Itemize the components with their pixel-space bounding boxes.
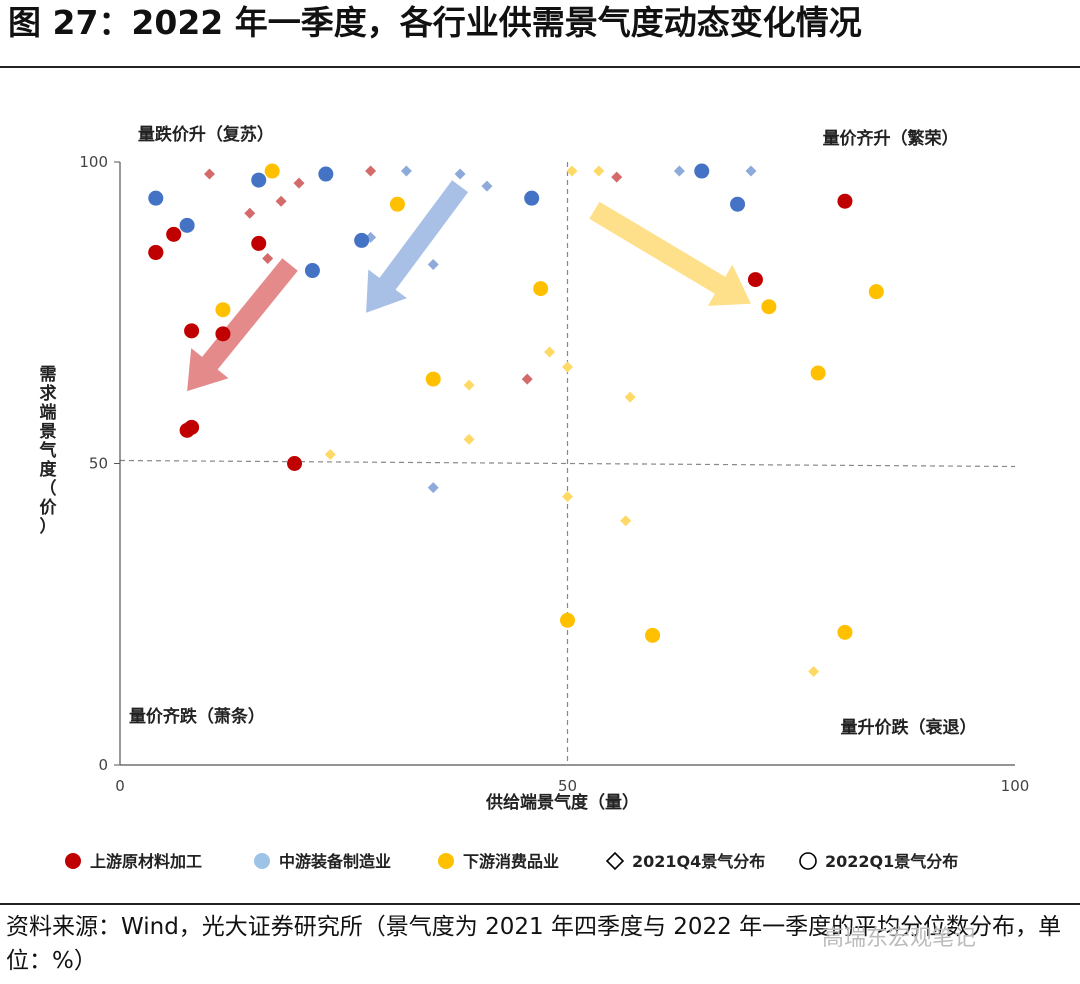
- legend-item-1-marker: [65, 853, 81, 869]
- x-tick-label: 0: [115, 777, 125, 795]
- quadrant-labels: 量跌价升（复苏） 量价齐升（繁荣） 量价齐跌（萧条） 量升价跌（衰退）: [129, 124, 977, 738]
- legend-item-1: 上游原材料加工: [65, 852, 202, 871]
- point-2021Q4-1: [204, 168, 215, 180]
- quadrant-label-bottom-right: 量升价跌（衰退）: [840, 717, 976, 738]
- point-2022Q1-1: [264, 163, 280, 179]
- point-2022Q1-6: [304, 263, 320, 279]
- point-2021Q4-8: [611, 171, 623, 183]
- point-2021Q4-3: [544, 346, 556, 358]
- y-axis-label: 需求端景气度（价）: [39, 365, 58, 537]
- scatter-chart: 0 50 100 0 50 100 量跌价升（复苏） 量价齐升（繁荣） 量价齐跌（萧条） 量升价…: [39, 124, 1030, 871]
- point-2022Q1-4: [425, 371, 441, 387]
- quadrant-label-top-right: 量价齐升（繁荣）: [823, 128, 959, 149]
- point-2022Q1-5: [533, 281, 549, 297]
- legend-item-1-label: 上游原材料加工: [90, 852, 202, 871]
- quadrant-label-bottom-left: 量价齐跌（萧条）: [129, 706, 265, 727]
- legend-item-5-marker: [799, 852, 817, 870]
- point-2021Q4-8: [324, 448, 336, 460]
- point-2021Q4-4: [293, 177, 305, 189]
- point-2021Q4-7: [521, 373, 533, 385]
- point-2021Q4-10: [620, 515, 632, 527]
- legend: 上游原材料加工 中游装备制造业 下游消费品业 2021Q4景气分布 2022Q1景气分布: [65, 851, 958, 871]
- point-2021Q4-8: [745, 165, 757, 177]
- y-tick-label: 0: [98, 756, 108, 774]
- top-rule: [0, 66, 1080, 68]
- legend-item-2: 中游装备制造业: [254, 852, 391, 871]
- point-2022Q1-4: [318, 166, 334, 182]
- point-2021Q4-4: [562, 361, 573, 373]
- point-2022Q1-5: [354, 232, 370, 248]
- point-2022Q1-7: [148, 244, 164, 260]
- point-2022Q1-11: [837, 624, 853, 640]
- point-2021Q4-2: [593, 165, 605, 177]
- point-2022Q1-11: [837, 193, 853, 209]
- point-2021Q4-5: [365, 165, 377, 177]
- reference-lines: [119, 162, 1016, 765]
- point-2021Q4-2: [454, 168, 466, 180]
- point-2022Q1-3: [389, 196, 405, 212]
- axis-labels: 供给端景气度（量） 需求端景气度（价）: [39, 365, 640, 813]
- quadrant-label-top-left: 量跌价升（复苏）: [138, 124, 274, 145]
- bottom-rule: [0, 903, 1080, 905]
- point-2021Q4-6: [262, 252, 274, 264]
- trend-arrow-1: [187, 258, 298, 392]
- legend-item-4-label: 2021Q4景气分布: [632, 852, 765, 871]
- point-2022Q1-7: [524, 190, 540, 206]
- point-2022Q1-9: [730, 196, 746, 212]
- source-note: 资料来源：Wind，光大证券研究所（景气度为 2021 年四季度与 2022 年…: [6, 914, 1062, 974]
- x-tick-label: 100: [1001, 777, 1030, 795]
- legend-item-4-marker: [605, 851, 625, 871]
- y-tick-label: 50: [89, 455, 108, 473]
- point-2022Q1-2: [166, 226, 182, 242]
- point-2022Q1-8: [761, 299, 777, 315]
- point-2022Q1-9: [810, 365, 826, 381]
- point-2022Q1-6: [560, 612, 575, 628]
- point-2021Q4-7: [673, 165, 685, 177]
- legend-item-3: 下游消费品业: [438, 852, 559, 871]
- point-2021Q4-6: [463, 433, 475, 445]
- point-2022Q1-6: [251, 235, 267, 251]
- trend-arrow-2: [366, 180, 469, 313]
- point-2022Q1-2: [179, 217, 195, 233]
- point-2021Q4-1: [400, 165, 412, 177]
- x-axis-label: 供给端景气度（量）: [485, 792, 639, 813]
- point-2021Q4-9: [562, 491, 573, 503]
- point-2022Q1-10: [747, 272, 763, 288]
- point-2021Q4-6: [427, 482, 439, 494]
- point-2022Q1-5: [215, 326, 231, 342]
- point-2022Q1-3: [184, 323, 200, 339]
- point-2021Q4-7: [624, 391, 636, 403]
- tick-labels: 0 50 100 0 50 100: [79, 153, 1029, 795]
- legend-item-5: 2022Q1景气分布: [799, 852, 958, 871]
- point-2021Q4-3: [481, 180, 493, 192]
- legend-item-2-label: 中游装备制造业: [279, 852, 391, 871]
- trend-arrow-3: [589, 201, 751, 306]
- data-points: [148, 163, 884, 678]
- trend-arrows: [187, 180, 751, 392]
- point-2022Q1-1: [148, 190, 164, 206]
- legend-item-3-marker: [438, 853, 454, 869]
- point-2021Q4-5: [463, 379, 475, 391]
- point-2022Q1-2: [215, 302, 231, 318]
- point-2022Q1-8: [694, 163, 710, 179]
- point-2021Q4-1: [566, 165, 578, 177]
- point-2021Q4-11: [808, 666, 820, 678]
- point-2022Q1-9: [287, 456, 303, 471]
- watermark: 高瑞东宏观笔记: [822, 926, 977, 951]
- x-tick-label: 50: [558, 777, 577, 795]
- point-2021Q4-3: [275, 195, 287, 207]
- y-tick-label: 100: [79, 153, 108, 171]
- figure-title: 图 27：2022 年一季度，各行业供需景气度动态变化情况: [8, 3, 862, 42]
- legend-item-5-label: 2022Q1景气分布: [825, 852, 958, 871]
- point-2022Q1-10: [868, 284, 884, 300]
- point-2022Q1-8: [179, 422, 195, 438]
- legend-item-4: 2021Q4景气分布: [605, 851, 765, 871]
- point-2022Q1-3: [251, 172, 267, 188]
- point-2022Q1-7: [645, 627, 661, 643]
- point-2021Q4-5: [427, 259, 439, 271]
- legend-item-3-label: 下游消费品业: [463, 852, 559, 871]
- legend-item-2-marker: [254, 853, 270, 869]
- point-2021Q4-2: [244, 207, 256, 219]
